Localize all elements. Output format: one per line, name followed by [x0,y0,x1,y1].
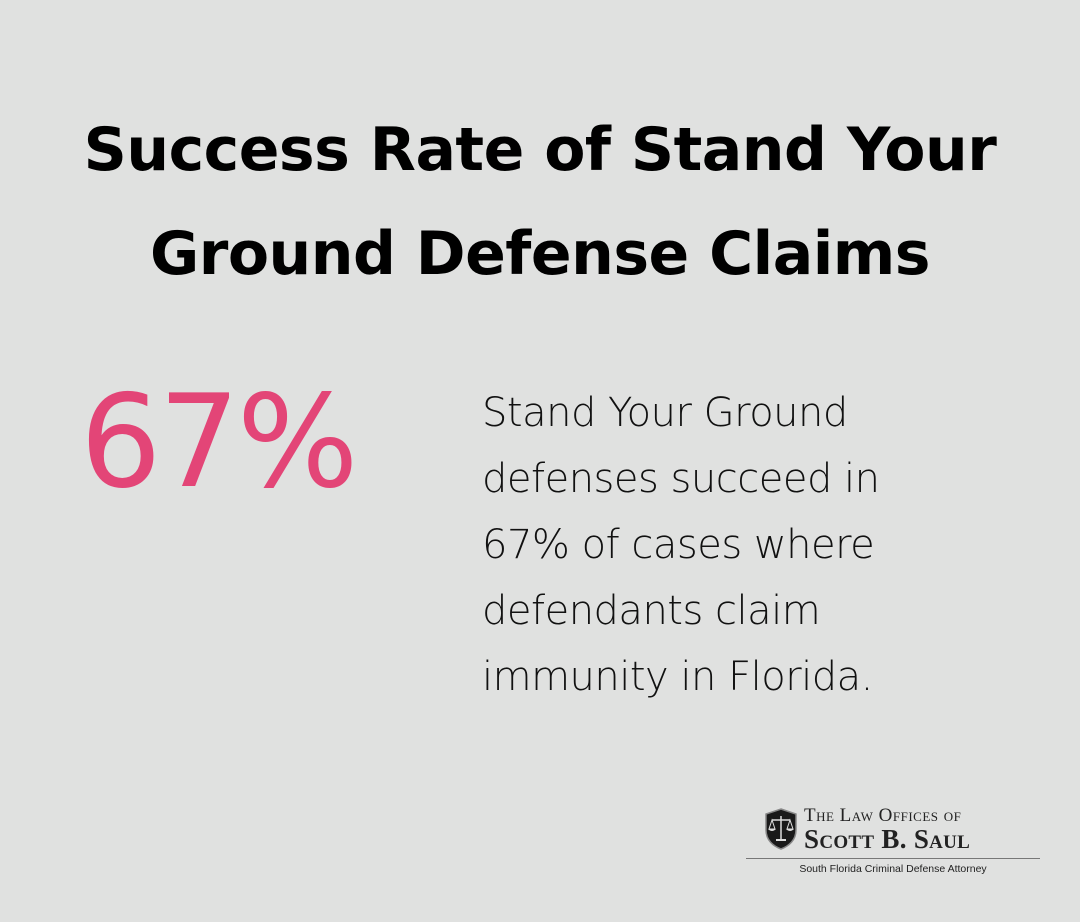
logo-line-2: Scott B. Saul [804,824,971,854]
description-line: Stand Your Ground [482,390,848,436]
description-line: defendants claim [482,588,821,634]
logo-line-1: The Law Offices of [804,805,962,826]
scales-shield-icon [765,808,797,850]
stat-description: Stand Your Ground defenses succeed in 67… [482,380,1002,710]
logo-divider [746,858,1040,859]
logo-header: The Law Offices of Scott B. Saul [746,805,1040,854]
stat-value: 67% [80,368,358,517]
page-title: Success Rate of Stand Your Ground Defens… [0,98,1080,306]
description-line: defenses succeed in [482,456,880,502]
logo-tagline: South Florida Criminal Defense Attorney [799,863,987,875]
description-line: 67% of cases where [482,522,875,568]
title-line-1: Success Rate of Stand Your [83,115,997,185]
logo-text: The Law Offices of Scott B. Saul [804,805,971,854]
description-line: immunity in Florida. [482,654,873,700]
law-office-logo: The Law Offices of Scott B. Saul South F… [746,806,1040,875]
title-line-2: Ground Defense Claims [149,219,931,289]
